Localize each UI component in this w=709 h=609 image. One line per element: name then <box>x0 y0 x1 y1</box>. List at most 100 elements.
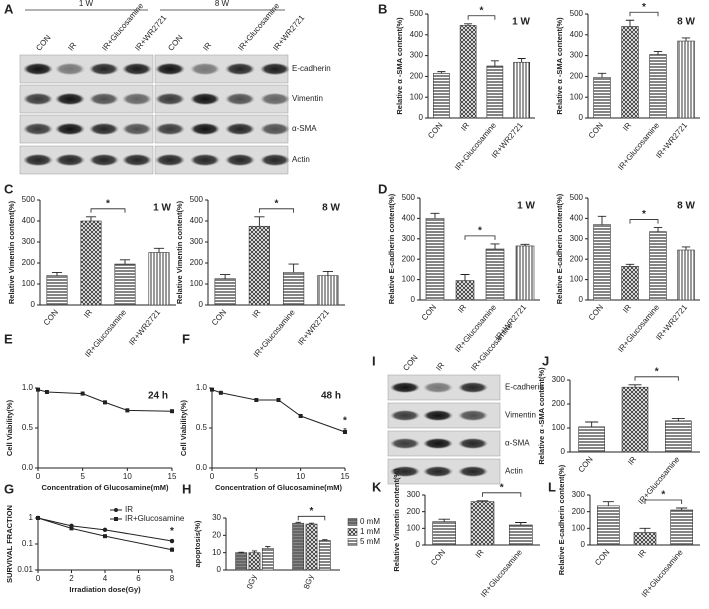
y-tick-label: 0 <box>579 113 584 122</box>
error-bar <box>515 522 527 525</box>
lane-label: IR+WR2721 <box>271 13 306 53</box>
y-tick-label: 200 <box>552 399 566 408</box>
bar <box>455 280 475 301</box>
marker <box>298 414 303 418</box>
panel-letter: J <box>542 353 549 368</box>
y-tick-label: 0.5 <box>22 423 34 432</box>
bar <box>677 249 695 301</box>
blot-band <box>260 153 290 167</box>
bar <box>513 61 530 119</box>
error-bar <box>51 272 63 276</box>
significance-label: * <box>478 226 482 237</box>
x-tick-label: CON <box>210 308 228 328</box>
blot-band <box>390 382 420 393</box>
y-tick-label: 0 <box>416 540 421 549</box>
marker <box>80 391 85 396</box>
y-tick-label: 0 <box>199 300 204 309</box>
y-tick-label: 500 <box>410 9 424 18</box>
x-tick-label: 5 <box>80 472 85 481</box>
protein-label: Vimentin <box>292 94 323 103</box>
y-tick-label: 0 <box>217 565 222 574</box>
x-tick-label: IR+Glucosamine <box>479 547 524 599</box>
error-bar <box>238 551 244 553</box>
significance-label: * <box>275 198 279 209</box>
significance-label: * <box>170 526 174 537</box>
lane-label: IR <box>201 41 213 53</box>
blot-header: 8 W <box>215 0 230 8</box>
bar <box>593 224 611 301</box>
blot-band <box>225 92 255 106</box>
error-bar <box>585 421 599 427</box>
error-bar <box>153 247 165 253</box>
marker <box>69 526 74 531</box>
lane-label: CON <box>34 33 52 53</box>
y-tick-label: 200 <box>22 258 36 267</box>
blot-band <box>458 382 488 393</box>
blot-band <box>260 92 290 106</box>
lane-label: CON <box>166 33 184 53</box>
bar <box>509 524 533 546</box>
error-bar <box>322 539 328 541</box>
bar <box>114 263 136 306</box>
error-bar <box>265 546 271 549</box>
y-tick-label: 500 <box>570 193 584 202</box>
y-tick-label: 200 <box>570 254 584 263</box>
panel-letter: H <box>182 481 191 496</box>
panel-letter: D <box>378 181 387 196</box>
blot-band <box>55 92 85 106</box>
protein-label: E-cadherin <box>292 64 331 73</box>
y-tick-label: 300 <box>570 51 584 60</box>
bar <box>621 266 639 301</box>
blot-band <box>423 438 453 449</box>
y-tick-label: 400 <box>402 214 416 223</box>
y-tick-label: 1 <box>29 513 34 522</box>
x-axis-label: Concentration of Glucosamine(mM) <box>41 483 169 492</box>
marker <box>170 547 174 552</box>
marker <box>218 390 223 395</box>
y-axis-label: Cell Viability(%) <box>179 399 188 456</box>
error-bar <box>597 72 607 78</box>
y-axis-label: Relative α -SMA content(%) <box>395 17 404 115</box>
y-tick-label: 500 <box>22 195 36 204</box>
blot-band <box>122 92 152 106</box>
y-tick-label: 0 <box>581 540 586 549</box>
x-tick-label: 0 <box>36 574 41 583</box>
panel-letter: G <box>4 481 14 496</box>
y-tick-label: 0 <box>411 295 416 304</box>
y-tick-label: 20 <box>212 530 221 539</box>
chart-title: 8 W <box>322 203 340 214</box>
panel-letter: L <box>548 479 556 494</box>
blot-band <box>190 122 220 136</box>
legend-label: IR+Glucosamine <box>125 514 185 523</box>
blot-band <box>122 62 152 76</box>
bar <box>80 220 102 306</box>
x-tick-label: 15 <box>168 472 177 481</box>
bar <box>515 245 535 301</box>
error-bar <box>476 500 489 502</box>
y-axis-label: Relative E-cadherin content(%) <box>555 193 564 304</box>
blot-band <box>55 62 85 76</box>
error-bar <box>288 263 299 273</box>
bar <box>292 522 305 571</box>
marker <box>36 516 40 520</box>
panel-letter: F <box>182 331 190 346</box>
significance-bracket <box>464 235 496 240</box>
significance-label: * <box>480 5 484 16</box>
error-bar <box>490 60 499 66</box>
bar <box>318 540 331 571</box>
y-tick-label: 0.5 <box>196 423 208 432</box>
error-bar <box>430 212 440 219</box>
error-bar <box>520 243 530 246</box>
bar <box>649 231 667 301</box>
x-tick-label: IR <box>82 308 94 320</box>
y-tick-label: 100 <box>570 275 584 284</box>
x-tick-label: IR+WR2721 <box>493 302 528 342</box>
marker <box>276 398 281 402</box>
x-tick-label: CON <box>587 121 605 141</box>
blot-band <box>458 410 488 421</box>
error-bar <box>464 23 473 26</box>
x-tick-label: 0 <box>36 472 41 481</box>
bar <box>670 509 693 546</box>
chart-title: 1 W <box>517 201 535 212</box>
y-axis-label: Relative α -SMA content(%) <box>555 17 564 115</box>
